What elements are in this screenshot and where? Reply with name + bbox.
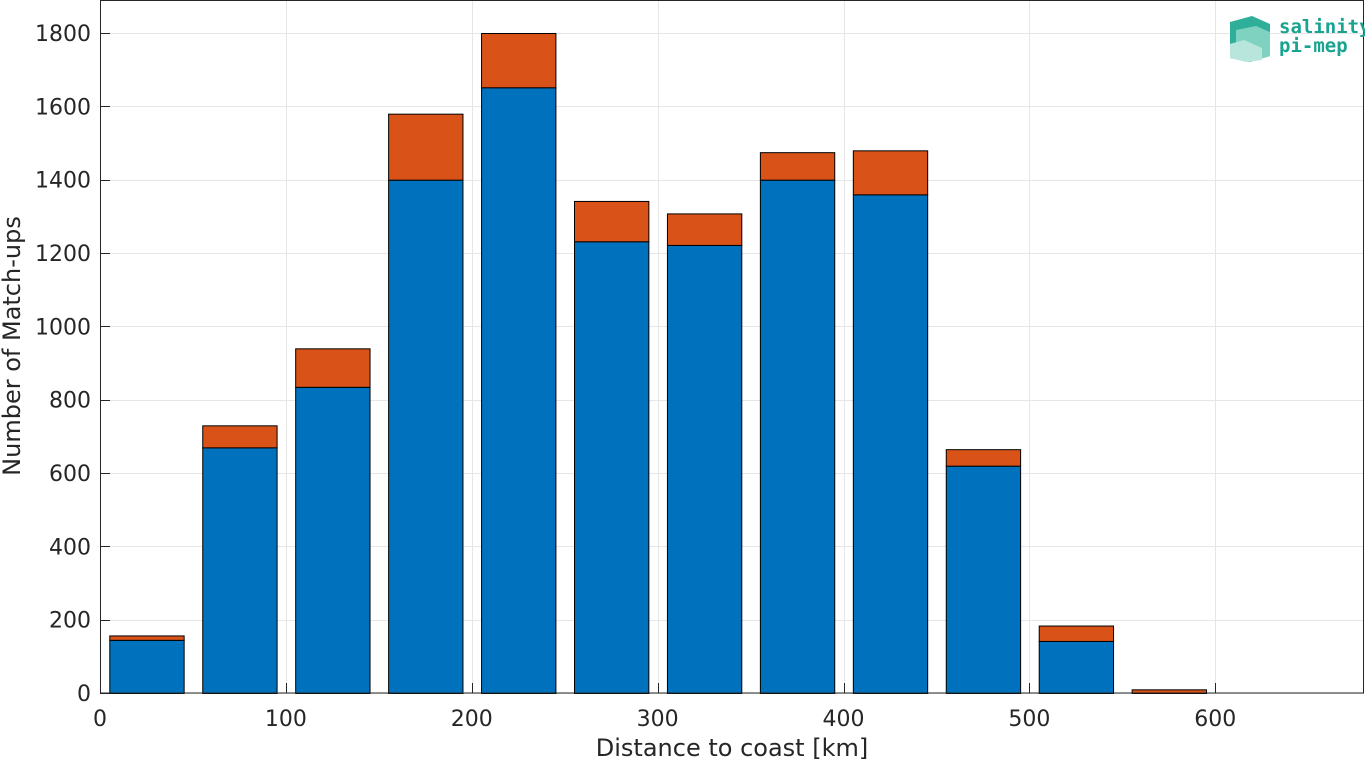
bar-segment-lower <box>481 87 557 695</box>
bar-segment-upper <box>202 425 278 449</box>
y-axis-label: Number of Match-ups <box>0 216 26 476</box>
x-tick-label: 600 <box>1194 707 1236 732</box>
bar-segment-lower <box>388 179 464 694</box>
y-tick-label: 800 <box>49 389 91 414</box>
bar-segment-upper <box>481 33 557 89</box>
bar-segment-lower <box>109 639 185 694</box>
bar-segment-lower <box>295 386 371 694</box>
bar-segment-upper <box>574 200 650 243</box>
x-tick-label: 300 <box>637 707 679 732</box>
y-tick-label: 1800 <box>35 22 91 47</box>
salinity-pi-mep-logo: salinity pi-mep <box>1230 16 1365 62</box>
y-tick-label: 0 <box>77 682 91 707</box>
y-tick-label: 1000 <box>35 315 91 340</box>
bar-segment-upper <box>852 150 929 196</box>
logo-text-pi-mep: pi-mep <box>1279 35 1348 57</box>
bar-segment-upper <box>109 635 185 641</box>
bar-segment-lower <box>666 244 743 695</box>
bar-segment-lower <box>574 241 650 694</box>
bar-segment-upper <box>295 348 371 388</box>
x-tick-label: 500 <box>1008 707 1050 732</box>
bar-segment-upper <box>945 449 1022 467</box>
bar-segment-upper <box>1038 625 1115 642</box>
x-tick-label: 200 <box>451 707 493 732</box>
bar-segment-lower <box>202 447 278 695</box>
logo-text-salinity: salinity <box>1279 16 1365 38</box>
bars <box>109 33 1208 695</box>
x-tick-label: 0 <box>93 707 107 732</box>
logo-mark-icon <box>1230 16 1270 62</box>
x-tick-label: 100 <box>265 707 307 732</box>
plot-frame <box>100 0 1364 694</box>
bar-segment-upper <box>759 152 836 181</box>
y-tick-label: 400 <box>49 535 91 560</box>
axis-ticks: 0 100 200 300 400 500 600 0 200 400 600 800 1000 1200… <box>35 22 1236 732</box>
y-tick-label: 1200 <box>35 242 91 267</box>
bar-segment-lower <box>1038 640 1115 695</box>
bar-segment-lower <box>759 179 836 694</box>
y-tick-label: 600 <box>49 462 91 487</box>
bar-segment-lower <box>852 194 929 694</box>
x-axis-label: Distance to coast [km] <box>596 734 868 761</box>
y-tick-label: 1400 <box>35 169 91 194</box>
bar-segment-upper <box>666 213 743 246</box>
x-tick-label: 400 <box>823 707 865 732</box>
bar-segment-lower <box>945 465 1022 694</box>
bar-segment-upper <box>388 113 464 181</box>
y-tick-label: 200 <box>49 609 91 634</box>
y-tick-label: 1600 <box>35 95 91 120</box>
